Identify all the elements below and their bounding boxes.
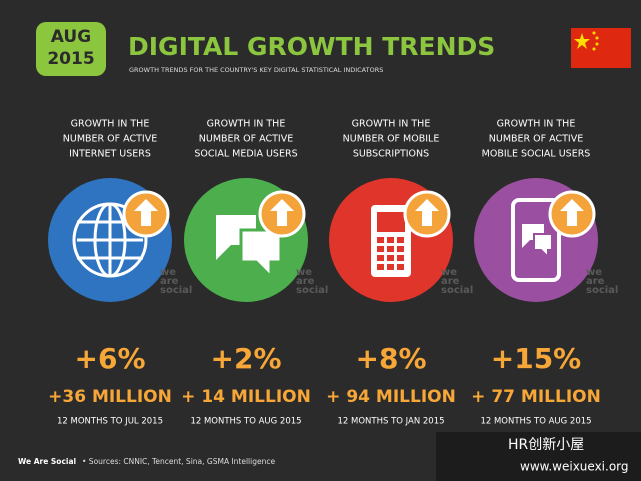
chat-icon [216, 215, 256, 260]
watermark: social [160, 285, 192, 296]
growth-arrow [415, 199, 439, 226]
footer-sources: • Sources: CNNIC, Tencent, Sina, GSMA In… [82, 457, 275, 466]
watermark: are [586, 276, 605, 287]
card-label: NUMBER OF ACTIVE [199, 134, 293, 145]
overlay-box [436, 432, 641, 481]
overlay-url: www.weixuexi.org [520, 460, 629, 474]
card-label: NUMBER OF ACTIVE [489, 134, 583, 145]
subtitle: GROWTH TRENDS FOR THE COUNTRY'S KEY DIGI… [129, 66, 383, 74]
growth-percent: +6% [75, 342, 146, 375]
card-label: GROWTH IN THE [71, 119, 150, 130]
phone-key [377, 237, 384, 243]
card-label: GROWTH IN THE [497, 119, 576, 130]
phone-key [397, 246, 404, 252]
smartphone-icon [511, 198, 561, 282]
growth-arrow [270, 199, 294, 226]
growth-percent: +15% [491, 342, 581, 375]
card-label: INTERNET USERS [69, 149, 151, 160]
phone-key [387, 264, 394, 270]
growth-absolute: +36 MILLION [48, 387, 172, 407]
period: 12 MONTHS TO AUG 2015 [190, 417, 301, 427]
phone-key [397, 255, 404, 261]
badge-month: AUG [51, 27, 91, 47]
growth-absolute: + 77 MILLION [471, 387, 601, 407]
watermark: social [296, 285, 328, 296]
growth-arrow [134, 199, 158, 226]
watermark: we [586, 267, 602, 278]
watermark: are [441, 276, 460, 287]
card-label: GROWTH IN THE [352, 119, 431, 130]
watermark: are [296, 276, 315, 287]
phone-key [377, 246, 384, 252]
period: 12 MONTHS TO JUL 2015 [57, 417, 163, 427]
card: GROWTH IN THE NUMBER OF ACTIVE INTERNET US… [48, 119, 192, 427]
phone-key [377, 264, 384, 270]
period: 12 MONTHS TO JAN 2015 [337, 417, 444, 427]
card: GROWTH IN THE NUMBER OF ACTIVE MOBILE SOCI… [471, 119, 618, 427]
phone-icon [377, 212, 405, 232]
watermark: are [160, 276, 179, 287]
watermark: we [160, 267, 176, 278]
card-label: MOBILE SOCIAL USERS [482, 149, 591, 160]
card: GROWTH IN THE NUMBER OF ACTIVE SOCIAL MEDI… [181, 119, 328, 427]
growth-absolute: + 14 MILLION [181, 387, 311, 407]
phone-key [387, 255, 394, 261]
chat-icon [533, 233, 553, 260]
watermark: we [296, 267, 312, 278]
growth-percent: +8% [356, 342, 427, 375]
overlay-name: HR创新小屋 [508, 437, 584, 453]
growth-arrow [560, 199, 584, 226]
phone-key [397, 237, 404, 243]
phone-key [387, 237, 394, 243]
growth-absolute: + 94 MILLION [326, 387, 456, 407]
period: 12 MONTHS TO AUG 2015 [480, 417, 591, 427]
card-label: NUMBER OF ACTIVE [63, 134, 157, 145]
card: GROWTH IN THE NUMBER OF MOBILE SUBSCRIPTIO… [326, 119, 473, 427]
title: DIGITAL GROWTH TRENDS [128, 32, 495, 61]
date-badge [36, 22, 106, 76]
watermark: social [441, 285, 473, 296]
footer-brand: We Are Social [18, 457, 76, 466]
watermark: we [441, 267, 457, 278]
card-label: SOCIAL MEDIA USERS [194, 149, 297, 160]
flag [571, 28, 631, 68]
phone-key [377, 255, 384, 261]
badge-year: 2015 [47, 49, 94, 69]
growth-percent: +2% [211, 342, 282, 375]
card-label: GROWTH IN THE [207, 119, 286, 130]
phone-key [397, 264, 404, 270]
card-label: SUBSCRIPTIONS [353, 149, 429, 160]
card-label: NUMBER OF MOBILE [343, 134, 440, 145]
phone-key [387, 246, 394, 252]
watermark: social [586, 285, 618, 296]
